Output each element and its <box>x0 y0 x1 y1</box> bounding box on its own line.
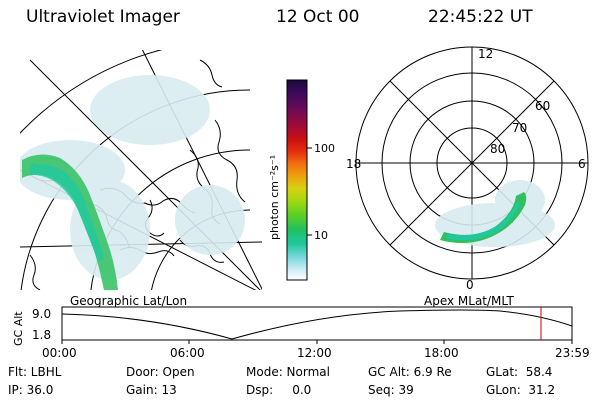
time-tick-0600: 06:00 <box>170 346 205 360</box>
aurora-oval-polar-edge <box>446 202 520 240</box>
mlat-label-80: 80 <box>490 142 505 156</box>
time-tick-1800: 18:00 <box>424 346 459 360</box>
timeline-yaxis-label: GC Alt <box>12 311 25 346</box>
timeline-ymin: 1.8 <box>32 328 51 342</box>
aurora-oval-geo <box>22 154 118 290</box>
colorbar-unit-label: photon cm⁻²s⁻¹ <box>268 155 281 240</box>
colorbar-tick-label: 100 <box>314 142 335 155</box>
filter-value: Flt: LBHL <box>8 365 62 379</box>
colorbar-scale <box>286 79 308 281</box>
gain-value: Gain: 13 <box>126 383 177 397</box>
mlt-label-18: 18 <box>346 157 361 171</box>
latitude-arc <box>20 50 163 135</box>
geo-map-label: Geographic Lat/Lon <box>70 294 187 308</box>
colorbar: 100 10 photon cm⁻²s⁻¹ <box>268 79 335 281</box>
mlt-label-0: 0 <box>466 278 474 292</box>
mlt-label-12: 12 <box>478 47 493 61</box>
colorbar-tick-label: 10 <box>314 229 328 242</box>
geographic-map <box>20 50 262 290</box>
time-tick-1200: 12:00 <box>297 346 332 360</box>
glon-value: GLon: 31.2 <box>486 383 556 397</box>
polar-axis-diagonal <box>389 80 555 246</box>
orbit-altitude-timeline: 9.0 1.8 GC Alt 00:00 06:00 12:00 18:00 2… <box>12 306 590 360</box>
timeline-frame <box>61 306 573 341</box>
timeline-ymax: 9.0 <box>32 307 51 321</box>
mlat-label-70: 70 <box>512 121 527 135</box>
mode-value: Mode: Normal <box>246 365 330 379</box>
ip-value: IP: 36.0 <box>8 383 54 397</box>
instrument-title: Ultraviolet Imager <box>26 7 180 27</box>
time-label: 22:45:22 UT <box>428 7 533 27</box>
timeline-ticks <box>61 340 573 344</box>
polar-plot-label: Apex MLat/MLT <box>424 294 514 308</box>
dsp-value: Dsp: 0.0 <box>246 383 312 397</box>
altitude-curve <box>61 309 573 340</box>
mlt-label-6: 6 <box>578 157 586 171</box>
polar-plot: 12 18 6 0 60 70 80 <box>346 46 589 292</box>
mlat-label-60: 60 <box>535 99 550 113</box>
seq-value: Seq: 39 <box>368 383 414 397</box>
time-tick-0000: 00:00 <box>42 346 77 360</box>
door-value: Door: Open <box>126 365 195 379</box>
gc-alt-value: GC Alt: 6.9 Re <box>368 365 452 379</box>
glat-value: GLat: 58.4 <box>486 365 553 379</box>
longitude-line <box>29 59 261 290</box>
date-label: 12 Oct 00 <box>276 7 360 27</box>
time-tick-2359: 23:59 <box>555 346 590 360</box>
